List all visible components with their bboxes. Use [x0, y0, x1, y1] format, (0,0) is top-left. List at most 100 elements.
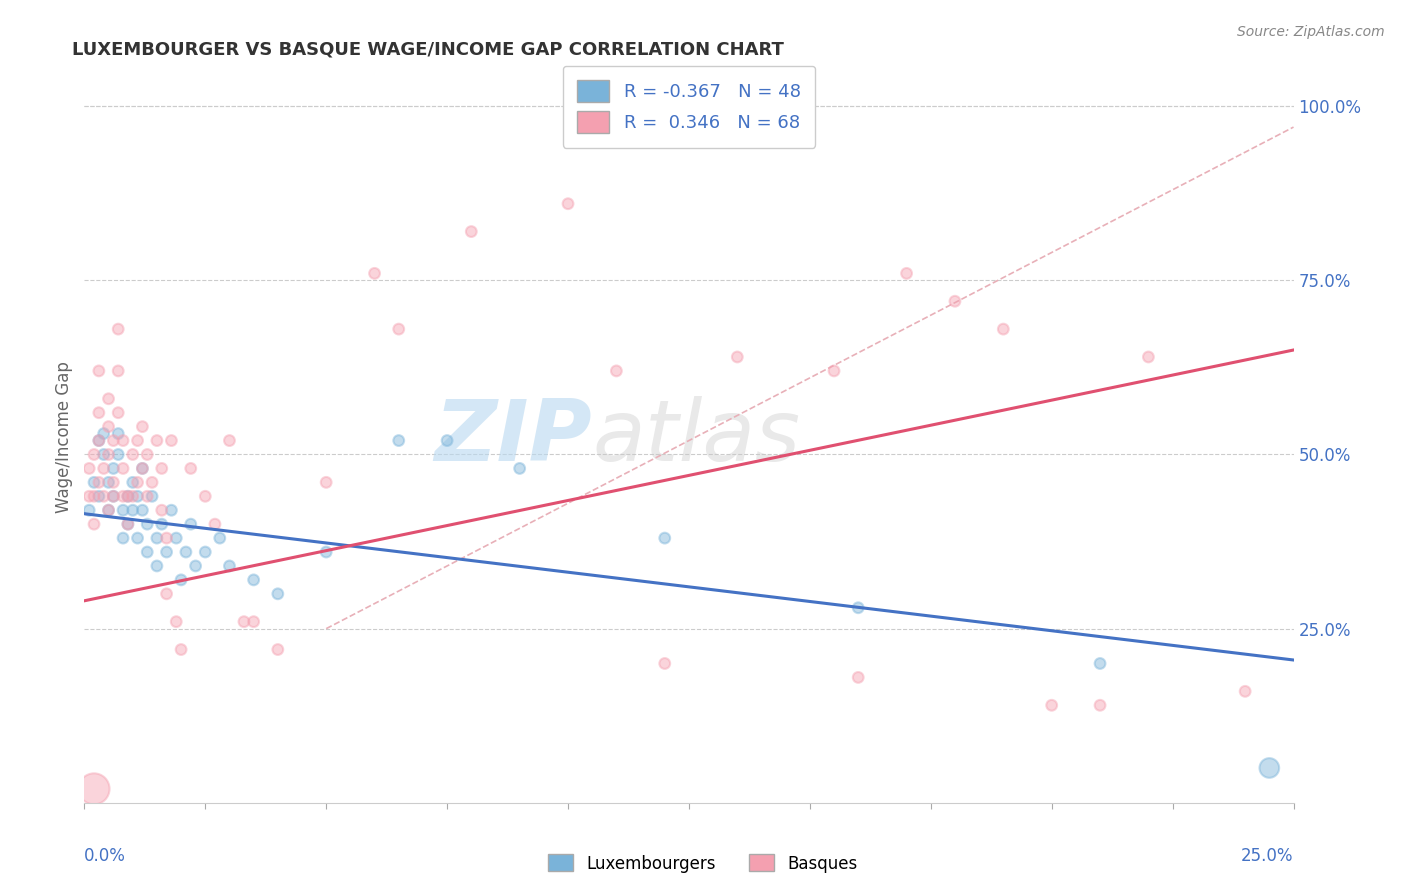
Point	[267, 587, 290, 601]
Point	[180, 461, 202, 475]
Point	[388, 322, 411, 336]
Point	[131, 461, 153, 475]
Point	[218, 558, 240, 573]
Point	[136, 489, 159, 503]
Point	[846, 670, 869, 684]
Point	[1258, 761, 1281, 775]
Point	[155, 587, 177, 601]
Point	[112, 503, 135, 517]
Text: Source: ZipAtlas.com: Source: ZipAtlas.com	[1237, 25, 1385, 39]
Point	[87, 475, 110, 490]
Point	[77, 489, 100, 503]
Point	[121, 489, 143, 503]
Legend: R = -0.367   N = 48, R =  0.346   N = 68: R = -0.367 N = 48, R = 0.346 N = 68	[562, 66, 815, 148]
Point	[509, 461, 531, 475]
Point	[170, 642, 193, 657]
Point	[112, 461, 135, 475]
Point	[141, 489, 163, 503]
Point	[121, 475, 143, 490]
Point	[136, 517, 159, 532]
Point	[131, 419, 153, 434]
Point	[150, 503, 173, 517]
Point	[87, 489, 110, 503]
Point	[103, 489, 125, 503]
Point	[725, 350, 748, 364]
Point	[97, 503, 120, 517]
Point	[204, 517, 226, 532]
Point	[112, 434, 135, 448]
Point	[605, 364, 627, 378]
Point	[1088, 657, 1111, 671]
Point	[83, 781, 105, 796]
Point	[127, 531, 149, 545]
Point	[654, 531, 676, 545]
Point	[194, 545, 217, 559]
Point	[103, 489, 125, 503]
Point	[315, 475, 337, 490]
Point	[436, 434, 458, 448]
Point	[165, 531, 187, 545]
Point	[83, 448, 105, 462]
Point	[112, 489, 135, 503]
Point	[233, 615, 256, 629]
Y-axis label: Wage/Income Gap: Wage/Income Gap	[55, 361, 73, 513]
Point	[87, 434, 110, 448]
Text: 0.0%: 0.0%	[84, 847, 127, 864]
Point	[146, 531, 169, 545]
Point	[146, 434, 169, 448]
Point	[136, 545, 159, 559]
Point	[155, 531, 177, 545]
Point	[93, 426, 115, 441]
Point	[184, 558, 207, 573]
Point	[315, 545, 337, 559]
Point	[103, 434, 125, 448]
Point	[1040, 698, 1063, 713]
Point	[112, 531, 135, 545]
Point	[160, 503, 183, 517]
Point	[117, 489, 139, 503]
Point	[180, 517, 202, 532]
Point	[823, 364, 845, 378]
Point	[117, 517, 139, 532]
Point	[218, 434, 240, 448]
Point	[93, 448, 115, 462]
Point	[121, 448, 143, 462]
Point	[93, 489, 115, 503]
Point	[267, 642, 290, 657]
Text: ZIP: ZIP	[434, 395, 592, 479]
Point	[93, 461, 115, 475]
Point	[242, 573, 264, 587]
Point	[87, 406, 110, 420]
Point	[121, 503, 143, 517]
Point	[83, 517, 105, 532]
Point	[654, 657, 676, 671]
Point	[155, 545, 177, 559]
Point	[131, 503, 153, 517]
Point	[846, 600, 869, 615]
Point	[97, 475, 120, 490]
Point	[194, 489, 217, 503]
Point	[77, 461, 100, 475]
Point	[896, 266, 918, 280]
Point	[174, 545, 197, 559]
Point	[103, 461, 125, 475]
Point	[160, 434, 183, 448]
Point	[150, 517, 173, 532]
Point	[1234, 684, 1257, 698]
Text: atlas: atlas	[592, 395, 800, 479]
Legend: Luxembourgers, Basques: Luxembourgers, Basques	[541, 847, 865, 880]
Point	[150, 461, 173, 475]
Point	[1137, 350, 1160, 364]
Point	[993, 322, 1015, 336]
Point	[97, 503, 120, 517]
Point	[460, 225, 482, 239]
Text: 25.0%: 25.0%	[1241, 847, 1294, 864]
Point	[103, 475, 125, 490]
Point	[208, 531, 231, 545]
Point	[107, 364, 129, 378]
Point	[83, 489, 105, 503]
Point	[1088, 698, 1111, 713]
Point	[170, 573, 193, 587]
Point	[136, 448, 159, 462]
Point	[146, 558, 169, 573]
